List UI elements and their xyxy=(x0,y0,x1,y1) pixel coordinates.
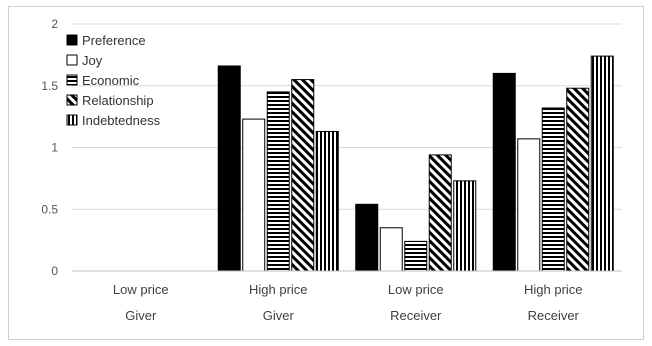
y-axis-ticks: 0 0.5 1 1.5 2 xyxy=(41,17,58,278)
bar-joy-1 xyxy=(242,118,266,272)
legend-swatch xyxy=(66,94,78,106)
x-tick-label: Low price xyxy=(388,282,444,297)
legend-label: Preference xyxy=(82,33,146,48)
y-tick-label: 0.5 xyxy=(41,202,58,216)
y-tick-label: 1 xyxy=(51,141,58,155)
bar-relationship-3 xyxy=(566,87,590,272)
bar-preference-1 xyxy=(217,65,241,272)
bars xyxy=(217,55,614,272)
x-tick-label: Low price xyxy=(113,282,169,297)
x-group-label: Receiver xyxy=(528,308,580,323)
bar-preference-2 xyxy=(355,203,379,272)
category-labels: Low price Giver High price Giver Low price Re… xyxy=(113,282,583,323)
legend-label: Indebtedness xyxy=(82,113,161,128)
x-group-label: Receiver xyxy=(390,308,442,323)
legend-swatch xyxy=(66,114,78,126)
bar-economic-3 xyxy=(541,107,565,272)
bar-preference-3 xyxy=(492,72,516,272)
legend-swatch xyxy=(66,54,78,66)
legend-swatch xyxy=(66,34,78,46)
legend-label: Joy xyxy=(82,53,103,68)
bar-indebtedness-2 xyxy=(453,180,477,272)
x-tick-label: High price xyxy=(524,282,583,297)
x-tick-label: High price xyxy=(249,282,308,297)
bar-joy-3 xyxy=(517,138,541,272)
legend: Preference Joy Economic Relationship Indebte… xyxy=(66,33,161,128)
bar-joy-2 xyxy=(379,227,403,272)
bar-indebtedness-3 xyxy=(590,55,614,272)
bar-economic-1 xyxy=(266,91,290,272)
x-group-label: Giver xyxy=(125,308,157,323)
legend-label: Economic xyxy=(82,73,140,88)
legend-label: Relationship xyxy=(82,93,154,108)
y-tick-label: 1.5 xyxy=(41,79,58,93)
legend-swatch xyxy=(66,74,78,86)
bar-economic-2 xyxy=(404,240,428,272)
bar-indebtedness-1 xyxy=(315,130,339,272)
y-tick-label: 0 xyxy=(51,264,58,278)
x-group-label: Giver xyxy=(263,308,295,323)
bar-relationship-2 xyxy=(428,154,452,272)
y-tick-label: 2 xyxy=(51,17,58,31)
bar-relationship-1 xyxy=(291,79,315,272)
